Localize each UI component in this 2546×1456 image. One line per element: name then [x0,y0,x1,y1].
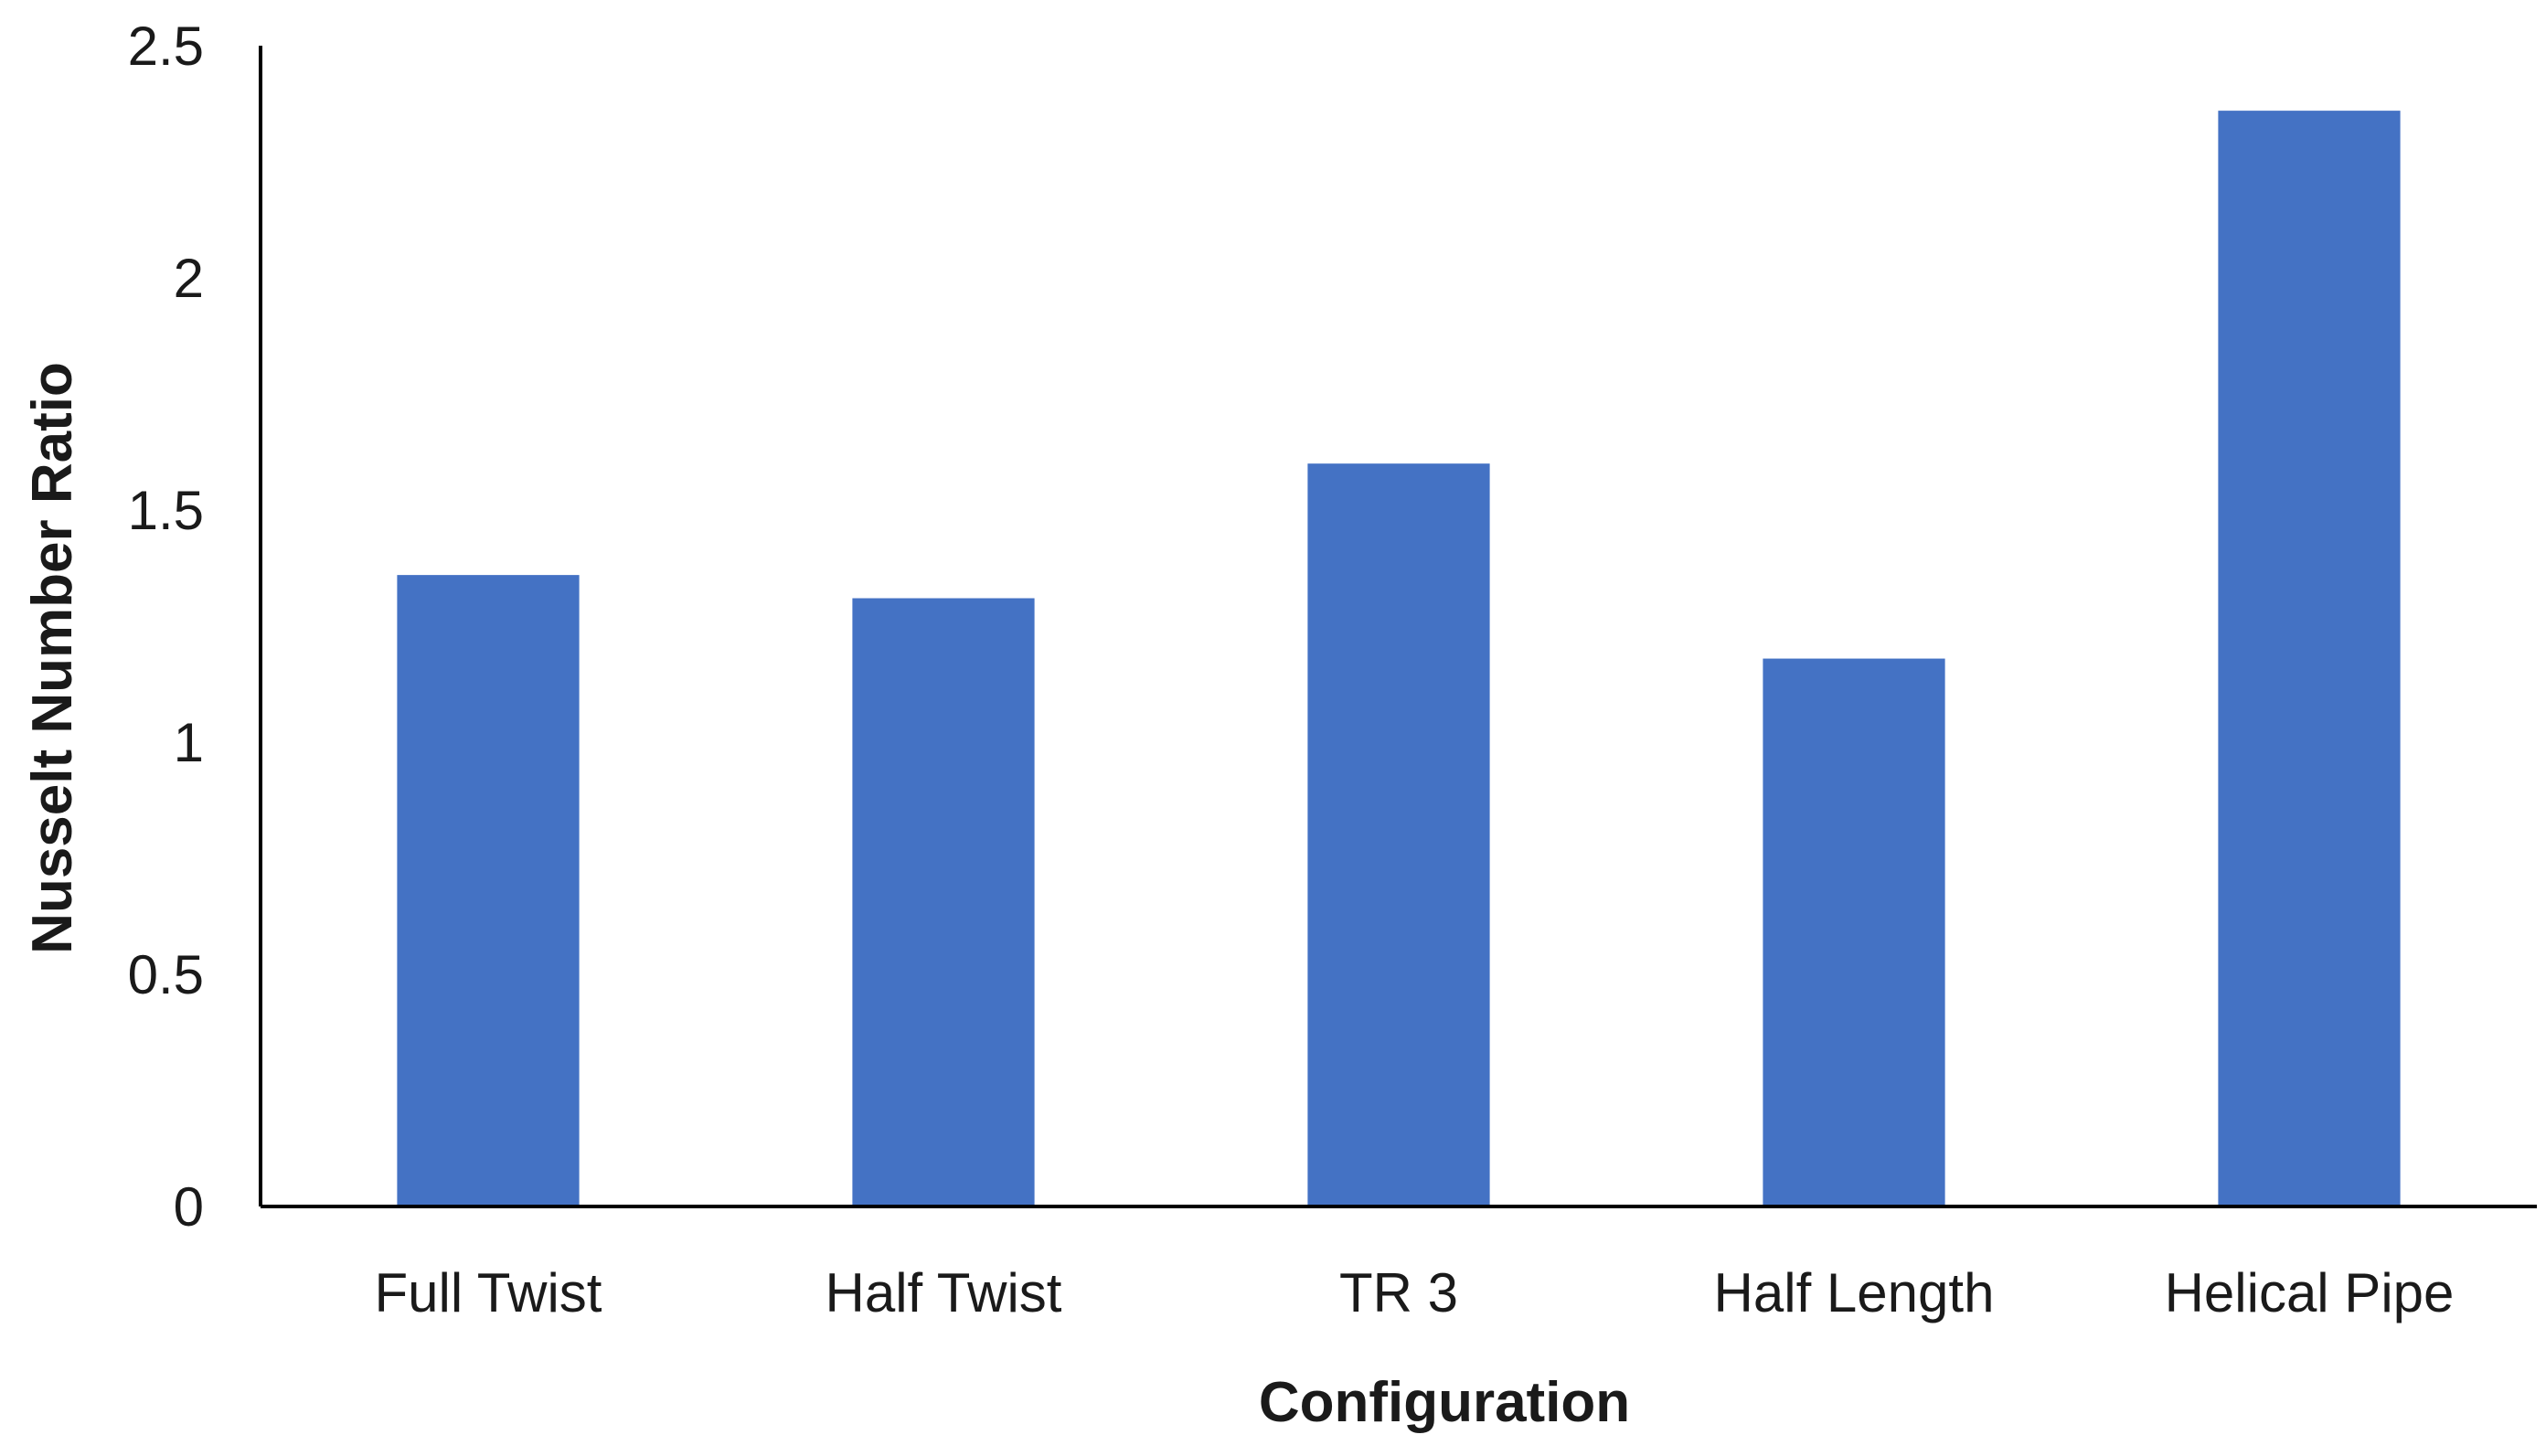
y-tick-label: 0.5 [128,944,204,1005]
bar [397,575,580,1206]
x-axis-title: Configuration [1259,1371,1630,1434]
x-category-labels: Full Twist Half Twist TR 3 Half Length Helic… [375,1262,2455,1323]
x-category-label: Half Twist [826,1262,1062,1323]
y-tick-label: 0 [174,1176,204,1238]
y-tick-label: 1.5 [128,480,204,541]
y-tick-label: 1 [174,712,204,773]
x-category-label: Helical Pipe [2165,1262,2455,1323]
y-tick-labels: 0 0.5 1 1.5 2 2.5 [128,16,204,1238]
bar [2218,111,2401,1207]
x-category-label: Half Length [1714,1262,1995,1323]
bars-group [397,111,2401,1207]
bar [852,598,1035,1206]
x-category-label: Full Twist [375,1262,602,1323]
x-category-label: TR 3 [1339,1262,1458,1323]
bar [1307,463,1490,1206]
y-axis-title: Nusselt Number Ratio [21,362,84,954]
y-tick-label: 2 [174,248,204,309]
y-tick-label: 2.5 [128,16,204,77]
bar [1763,658,1945,1206]
